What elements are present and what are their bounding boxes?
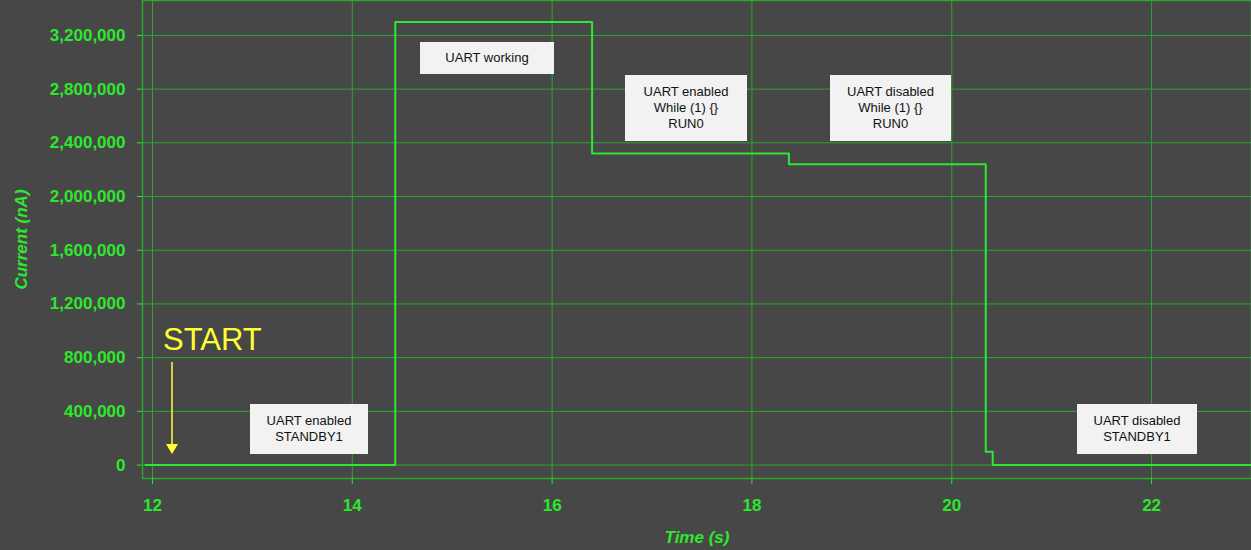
svg-text:400,000: 400,000 <box>64 402 125 421</box>
html-text:UART disabled While (1) {} RUN: UART disabled While (1) {} RUN0 <box>847 84 934 131</box>
svg-text:12: 12 <box>143 496 162 515</box>
svg-text:1,600,000: 1,600,000 <box>50 241 126 260</box>
svg-text:Time (s): Time (s) <box>665 528 730 547</box>
svg-text:20: 20 <box>942 496 961 515</box>
svg-text:1,200,000: 1,200,000 <box>50 294 126 313</box>
html-text:UART working: UART working <box>445 50 529 65</box>
svg-text:800,000: 800,000 <box>64 348 125 367</box>
svg-text:16: 16 <box>543 496 562 515</box>
svg-text:18: 18 <box>742 496 761 515</box>
html-text:UART enabled STANDBY1: UART enabled STANDBY1 <box>266 413 352 444</box>
svg-text:2,000,000: 2,000,000 <box>50 187 126 206</box>
html-text:UART enabled While (1) {} RUN0: UART enabled While (1) {} RUN0 <box>643 84 729 131</box>
html-text:UART disabled STANDBY1: UART disabled STANDBY1 <box>1093 413 1181 444</box>
svg-text:2,400,000: 2,400,000 <box>50 133 126 152</box>
svg-text:3,200,000: 3,200,000 <box>50 26 126 45</box>
svg-text:2,800,000: 2,800,000 <box>50 80 126 99</box>
svg-text:22: 22 <box>1142 496 1161 515</box>
svg-text:14: 14 <box>343 496 362 515</box>
svg-text:Current (nA): Current (nA) <box>12 189 31 289</box>
svg-text:0: 0 <box>116 456 125 475</box>
html-text:START: START <box>163 322 262 357</box>
